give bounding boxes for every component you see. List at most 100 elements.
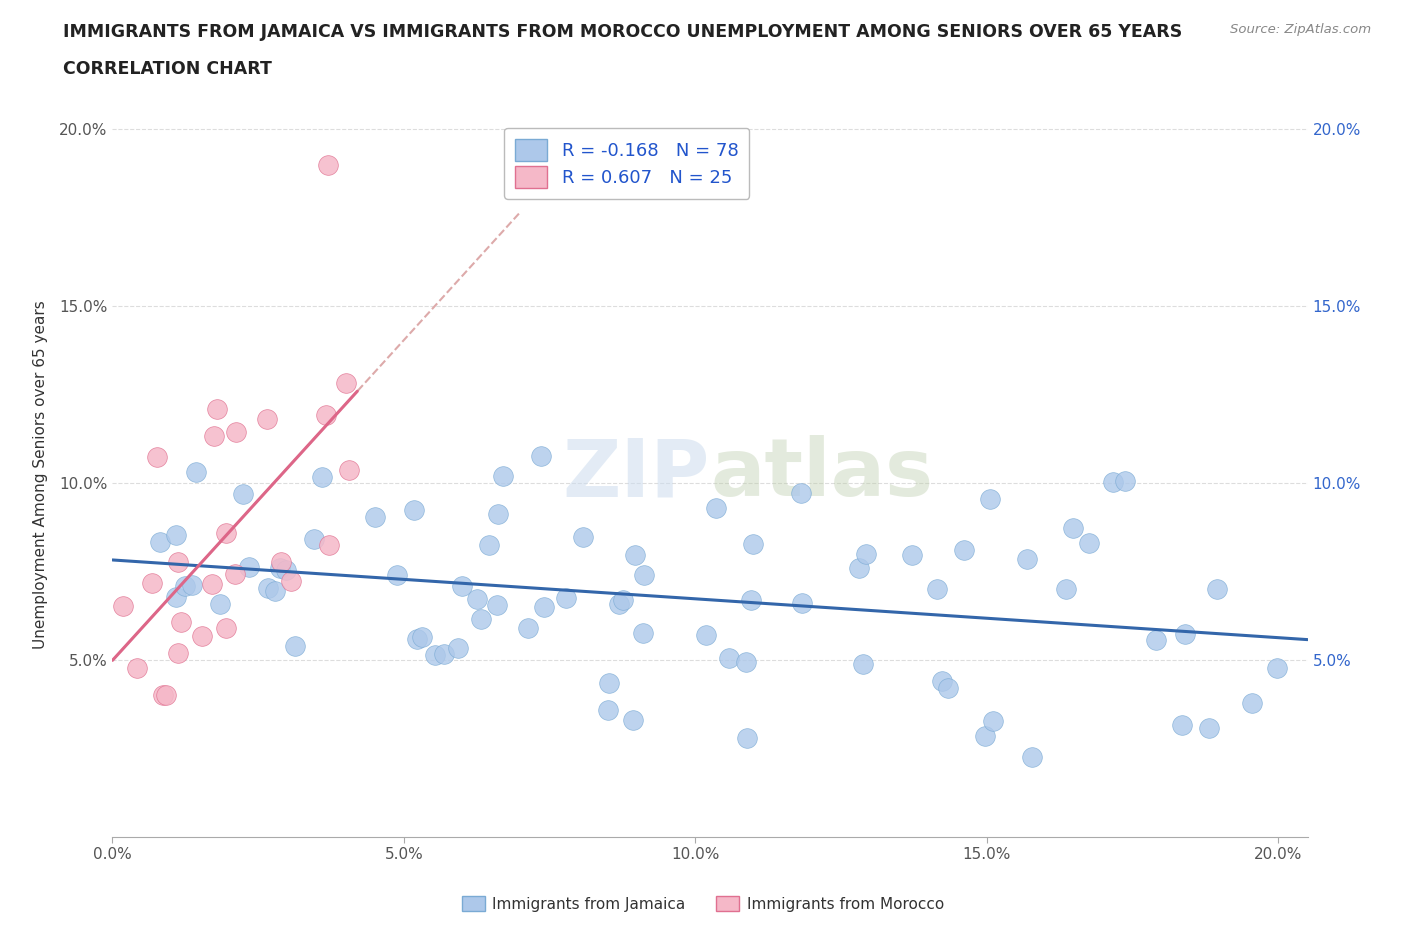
Point	[1206, 582, 1229, 597]
Point	[215, 620, 238, 635]
Legend: Immigrants from Jamaica, Immigrants from Morocco: Immigrants from Jamaica, Immigrants from…	[456, 889, 950, 918]
Point	[609, 596, 631, 611]
Point	[740, 592, 762, 607]
Point	[446, 641, 468, 656]
Point	[149, 534, 172, 549]
Point	[981, 713, 1004, 728]
Point	[269, 561, 291, 576]
Point	[621, 712, 644, 727]
Point	[631, 625, 654, 640]
Point	[127, 660, 149, 675]
Point	[184, 464, 207, 479]
Point	[304, 532, 326, 547]
Point	[284, 639, 307, 654]
Text: atlas: atlas	[710, 435, 934, 513]
Point	[931, 673, 953, 688]
Y-axis label: Unemployment Among Seniors over 65 years: Unemployment Among Seniors over 65 years	[34, 300, 48, 649]
Point	[485, 597, 508, 612]
Point	[169, 615, 191, 630]
Point	[633, 567, 655, 582]
Point	[225, 424, 247, 439]
Point	[238, 559, 260, 574]
Point	[270, 555, 292, 570]
Point	[256, 411, 278, 426]
Point	[141, 576, 163, 591]
Point	[953, 542, 976, 557]
Point	[406, 631, 429, 646]
Point	[735, 730, 758, 745]
Point	[1062, 521, 1084, 536]
Point	[337, 463, 360, 478]
Point	[704, 500, 727, 515]
Point	[1078, 536, 1101, 551]
Point	[790, 596, 813, 611]
Point	[848, 561, 870, 576]
Point	[224, 566, 246, 581]
Point	[166, 645, 188, 660]
Point	[1240, 695, 1263, 710]
Point	[1171, 718, 1194, 733]
Point	[478, 538, 501, 552]
Point	[554, 591, 576, 605]
Text: Source: ZipAtlas.com: Source: ZipAtlas.com	[1230, 23, 1371, 36]
Point	[1015, 551, 1038, 566]
Point	[717, 650, 740, 665]
Point	[1265, 660, 1288, 675]
Point	[315, 407, 337, 422]
Point	[695, 628, 717, 643]
Point	[425, 647, 447, 662]
Point	[191, 629, 214, 644]
Point	[433, 647, 456, 662]
Point	[165, 590, 187, 604]
Point	[1198, 721, 1220, 736]
Text: ZIP: ZIP	[562, 435, 710, 513]
Point	[146, 449, 169, 464]
Point	[598, 675, 620, 690]
Point	[467, 591, 489, 606]
Point	[201, 577, 224, 591]
Point	[402, 503, 425, 518]
Point	[215, 525, 238, 540]
Point	[363, 509, 385, 524]
Point	[741, 537, 763, 551]
Point	[486, 507, 509, 522]
Point	[979, 491, 1001, 506]
Point	[533, 600, 555, 615]
Point	[318, 538, 340, 552]
Point	[232, 487, 254, 502]
Point	[1102, 474, 1125, 489]
Point	[208, 597, 231, 612]
Point	[901, 548, 924, 563]
Point	[852, 657, 875, 671]
Point	[572, 529, 595, 544]
Point	[280, 573, 302, 588]
Point	[385, 567, 408, 582]
Point	[165, 527, 187, 542]
Point	[492, 469, 515, 484]
Point	[311, 470, 333, 485]
Point	[202, 429, 225, 444]
Point	[596, 702, 619, 717]
Point	[1174, 627, 1197, 642]
Point	[855, 547, 877, 562]
Legend: R = -0.168   N = 78, R = 0.607   N = 25: R = -0.168 N = 78, R = 0.607 N = 25	[503, 128, 749, 199]
Point	[335, 376, 357, 391]
Point	[451, 578, 474, 593]
Point	[111, 599, 134, 614]
Point	[517, 620, 540, 635]
Text: CORRELATION CHART: CORRELATION CHART	[63, 60, 273, 78]
Point	[166, 554, 188, 569]
Point	[257, 580, 280, 595]
Point	[152, 688, 174, 703]
Point	[316, 157, 339, 172]
Point	[205, 402, 228, 417]
Point	[974, 729, 997, 744]
Point	[1114, 473, 1136, 488]
Point	[1021, 750, 1043, 764]
Text: IMMIGRANTS FROM JAMAICA VS IMMIGRANTS FROM MOROCCO UNEMPLOYMENT AMONG SENIORS OV: IMMIGRANTS FROM JAMAICA VS IMMIGRANTS FR…	[63, 23, 1182, 41]
Point	[925, 581, 948, 596]
Point	[263, 584, 285, 599]
Point	[790, 485, 813, 500]
Point	[530, 448, 553, 463]
Point	[173, 578, 195, 593]
